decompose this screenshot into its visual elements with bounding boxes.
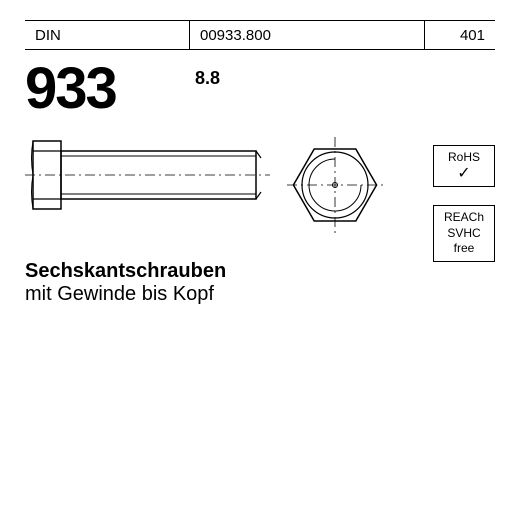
reach-line2: SVHC (436, 226, 492, 242)
reach-badge: REACh SVHC free (433, 205, 495, 262)
header-standard: DIN (25, 21, 190, 49)
header-code: 00933.800 (190, 21, 425, 49)
desc-line1: Sechskantschrauben (25, 260, 226, 283)
reach-line3: free (436, 241, 492, 257)
desc-line2: mit Gewinde bis Kopf (25, 283, 226, 306)
reach-line1: REACh (436, 210, 492, 226)
bolt-side-view (25, 130, 270, 225)
rohs-badge: RoHS ✓ (433, 145, 495, 187)
header-row: DIN 00933.800 401 (25, 20, 495, 50)
product-number: 933 (25, 55, 116, 122)
description: Sechskantschrauben mit Gewinde bis Kopf (25, 260, 226, 306)
strength-grade: 8.8 (195, 68, 220, 89)
check-icon: ✓ (436, 166, 492, 182)
rohs-label: RoHS (436, 150, 492, 166)
header-ref: 401 (425, 21, 495, 49)
bolt-front-view (285, 135, 385, 240)
